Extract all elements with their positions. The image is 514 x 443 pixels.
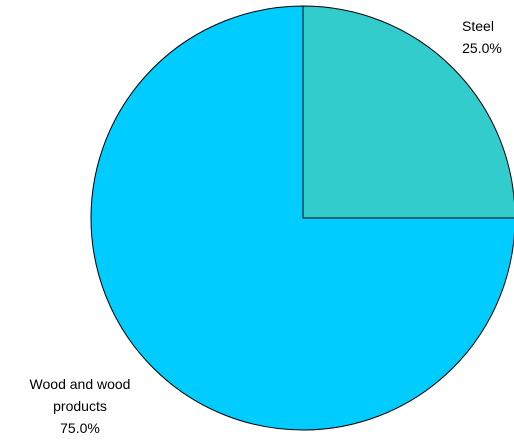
slice-label-steel: Steel 25.0% [462, 18, 502, 56]
pie-slices [90, 5, 514, 431]
slice-percent-wood: 75.0% [60, 420, 100, 436]
slice-name-wood: Wood and wood [30, 376, 131, 392]
slice-name-steel: Steel [462, 18, 494, 34]
pie-slice-steel [302, 5, 514, 219]
slice-label-wood: Wood and wood products 75.0% [30, 376, 131, 436]
slice-percent-steel: 25.0% [462, 40, 502, 56]
pie-slice-wood-and-wood-products [90, 5, 514, 431]
slice-name-wood-line2: products [53, 398, 107, 414]
